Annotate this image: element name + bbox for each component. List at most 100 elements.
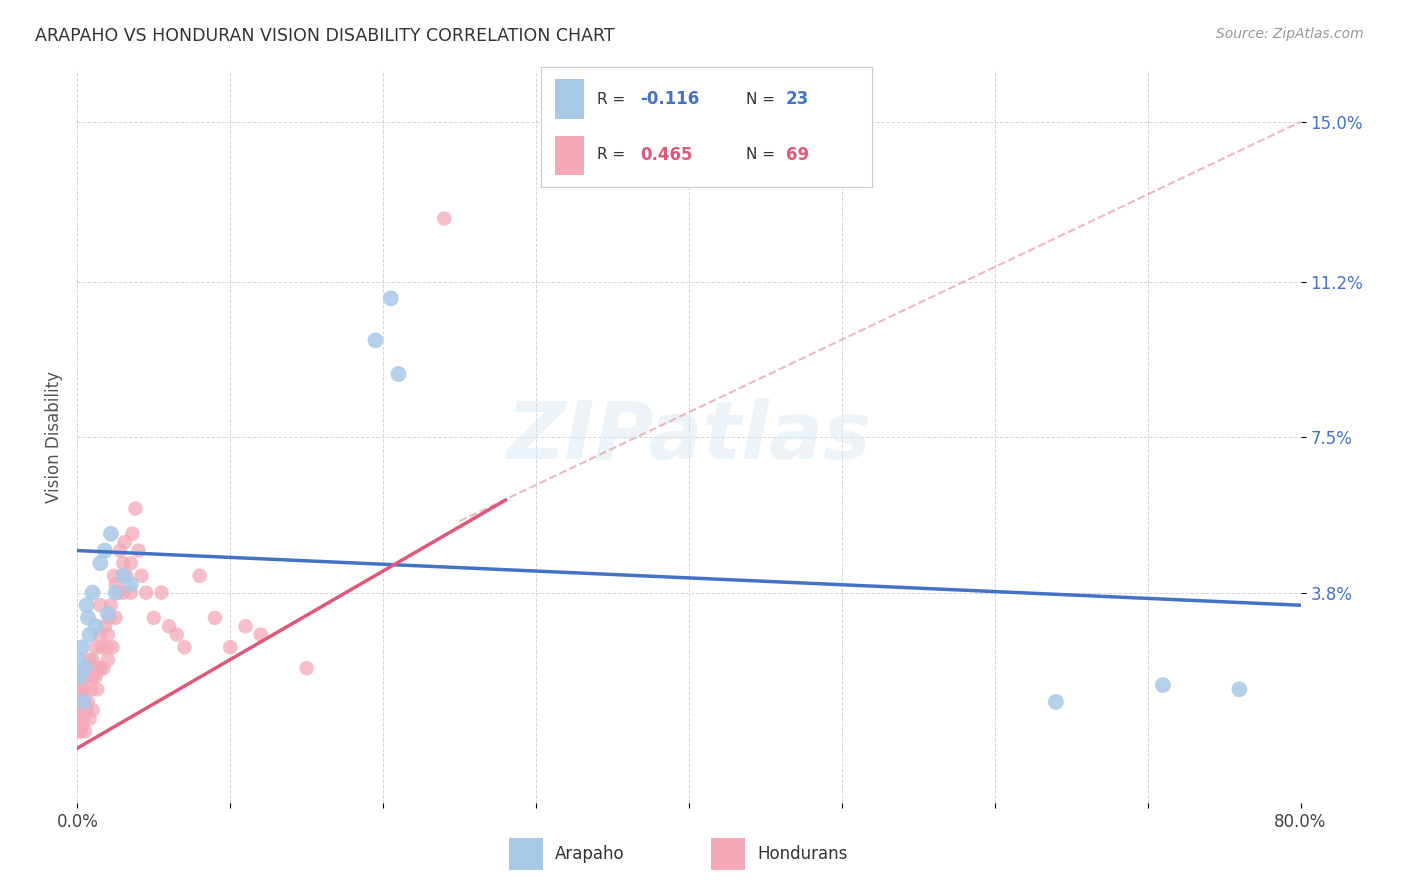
Point <box>82 703 104 717</box>
Point <box>387 367 409 381</box>
Point <box>79 627 101 641</box>
Bar <box>554 136 585 175</box>
Point <box>84 619 107 633</box>
Text: Source: ZipAtlas.com: Source: ZipAtlas.com <box>1216 27 1364 41</box>
Point <box>94 619 117 633</box>
Point <box>70 686 93 700</box>
Point <box>142 611 165 625</box>
Point <box>77 611 100 625</box>
Point <box>70 670 93 684</box>
Point <box>115 569 138 583</box>
Point <box>70 640 93 655</box>
Point <box>104 577 127 591</box>
Point <box>67 712 90 726</box>
Text: -0.116: -0.116 <box>641 90 700 109</box>
Text: 23: 23 <box>786 90 808 109</box>
Bar <box>711 838 745 870</box>
Point <box>135 585 157 599</box>
Point <box>69 724 91 739</box>
Point <box>72 695 94 709</box>
Point <box>104 611 127 625</box>
Text: N =: N = <box>747 147 780 162</box>
Point <box>97 627 120 641</box>
Bar <box>509 838 543 870</box>
Point <box>73 724 96 739</box>
Point <box>89 627 111 641</box>
Point <box>112 585 135 599</box>
Point <box>433 211 456 226</box>
Text: Hondurans: Hondurans <box>758 845 848 863</box>
Point <box>90 640 112 655</box>
Point <box>82 670 104 684</box>
Point <box>82 653 104 667</box>
Point <box>82 585 104 599</box>
Point <box>91 661 114 675</box>
Point <box>67 695 90 709</box>
Point <box>173 640 195 655</box>
Point <box>77 695 100 709</box>
Point <box>188 569 211 583</box>
Text: Arapaho: Arapaho <box>555 845 626 863</box>
Text: 0.465: 0.465 <box>641 145 693 164</box>
Point <box>364 334 387 348</box>
Point <box>124 501 146 516</box>
Point <box>120 577 142 591</box>
Point <box>295 661 318 675</box>
Point <box>380 291 402 305</box>
Point <box>120 585 142 599</box>
Text: ZIPatlas: ZIPatlas <box>506 398 872 476</box>
Point <box>79 653 101 667</box>
Point <box>108 543 131 558</box>
Point <box>89 556 111 570</box>
Text: R =: R = <box>598 92 631 107</box>
Text: 69: 69 <box>786 145 808 164</box>
Point <box>235 619 257 633</box>
Point <box>112 569 135 583</box>
Point <box>69 670 91 684</box>
Point <box>121 526 143 541</box>
Point <box>1045 695 1067 709</box>
Point <box>72 712 94 726</box>
Text: R =: R = <box>598 147 631 162</box>
Point <box>73 695 96 709</box>
Point <box>70 703 93 717</box>
Point <box>67 653 90 667</box>
Point <box>76 670 98 684</box>
Point <box>89 599 111 613</box>
Point <box>103 569 125 583</box>
Point <box>1229 682 1251 697</box>
Point <box>120 556 142 570</box>
Point <box>86 682 108 697</box>
Point <box>73 670 96 684</box>
Point <box>72 682 94 697</box>
Point <box>112 556 135 570</box>
Point <box>1152 678 1174 692</box>
Point <box>94 543 117 558</box>
Point <box>131 569 153 583</box>
Point <box>96 640 118 655</box>
Point <box>97 607 120 621</box>
Y-axis label: Vision Disability: Vision Disability <box>45 371 63 503</box>
Text: ARAPAHO VS HONDURAN VISION DISABILITY CORRELATION CHART: ARAPAHO VS HONDURAN VISION DISABILITY CO… <box>35 27 614 45</box>
Point <box>76 599 98 613</box>
Point <box>80 682 103 697</box>
Text: N =: N = <box>747 92 780 107</box>
Point <box>114 535 136 549</box>
Point <box>69 682 91 697</box>
Point <box>150 585 173 599</box>
Point <box>84 670 107 684</box>
Point <box>166 627 188 641</box>
Point <box>250 627 273 641</box>
Point <box>104 585 127 599</box>
Point <box>84 640 107 655</box>
Point <box>89 661 111 675</box>
Point <box>67 724 90 739</box>
Point <box>127 543 149 558</box>
Point <box>98 611 121 625</box>
Point <box>157 619 180 633</box>
Point <box>70 720 93 734</box>
Point <box>100 599 122 613</box>
Point <box>100 526 122 541</box>
Point <box>107 585 129 599</box>
Point <box>76 703 98 717</box>
